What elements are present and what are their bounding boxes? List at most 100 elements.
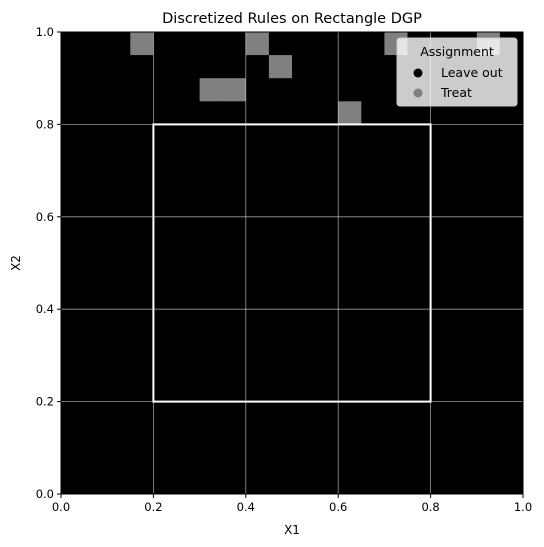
cell-leave-out [199,309,224,333]
cell-leave-out [384,101,408,125]
x-axis-label: X1 [284,523,300,537]
cell-leave-out [61,401,85,426]
cell-leave-out [268,286,293,310]
cell-leave-out [453,378,478,402]
cell-leave-out [130,355,154,379]
cell-leave-out [245,193,270,218]
cell-leave-out [222,332,247,356]
cell-leave-out [453,101,478,125]
cell-leave-out [499,286,524,310]
cell-treat [338,101,362,125]
cell-leave-out [176,470,200,495]
cell-leave-out [407,355,431,379]
cell-leave-out [361,378,385,402]
cell-leave-out [407,170,431,195]
cell-leave-out [430,147,455,171]
cell-leave-out [315,355,339,379]
cell-leave-out [407,101,431,125]
cell-leave-out [476,170,501,195]
cell-leave-out [361,447,385,472]
y-tick-label: 0.4 [36,302,54,316]
cell-leave-out [176,263,200,287]
cell-leave-out [292,216,316,241]
cell-leave-out [338,147,362,171]
cell-leave-out [222,32,247,56]
y-tick-label: 0.2 [36,395,54,409]
cell-leave-out [130,55,154,79]
cell-leave-out [61,447,85,472]
cell-leave-out [430,401,455,426]
cell-leave-out [499,470,524,495]
cell-leave-out [430,124,455,148]
cell-leave-out [499,424,524,449]
cell-leave-out [268,332,293,356]
cell-leave-out [199,286,224,310]
cell-leave-out [153,32,177,56]
cell-leave-out [407,239,431,264]
cell-leave-out [268,470,293,495]
cell-leave-out [199,378,224,402]
cell-leave-out [245,101,270,125]
cell-leave-out [430,424,455,449]
cell-leave-out [222,424,247,449]
cell-leave-out [361,470,385,495]
cell-leave-out [361,239,385,264]
cell-leave-out [153,124,177,148]
cell-leave-out [499,124,524,148]
cell-leave-out [61,424,85,449]
cell-leave-out [338,55,362,79]
cell-leave-out [361,147,385,171]
cell-leave-out [153,424,177,449]
cell-leave-out [476,263,501,287]
cell-leave-out [245,332,270,356]
cell-leave-out [338,447,362,472]
cell-leave-out [153,470,177,495]
cell-leave-out [499,447,524,472]
cell-leave-out [361,55,385,79]
cell-leave-out [84,401,108,426]
cell-leave-out [338,470,362,495]
cell-leave-out [84,286,108,310]
cell-leave-out [107,355,131,379]
cell-leave-out [176,101,200,125]
cell-leave-out [130,401,154,426]
cell-leave-out [61,239,85,264]
cell-leave-out [84,239,108,264]
x-tick-label: 0.2 [144,500,162,514]
cell-leave-out [84,216,108,241]
cell-leave-out [130,263,154,287]
cell-leave-out [338,309,362,333]
cell-leave-out [292,286,316,310]
cell-leave-out [268,170,293,195]
cell-leave-out [176,286,200,310]
legend-title: Assignment [420,44,494,59]
cell-leave-out [107,239,131,264]
cell-leave-out [199,55,224,79]
cell-leave-out [453,286,478,310]
cell-leave-out [107,263,131,287]
cell-leave-out [222,216,247,241]
cell-leave-out [222,378,247,402]
x-tick-label: 0.8 [421,500,439,514]
cell-leave-out [245,124,270,148]
cell-leave-out [153,170,177,195]
cell-leave-out [199,263,224,287]
cell-leave-out [153,332,177,356]
cell-leave-out [107,470,131,495]
cell-leave-out [292,470,316,495]
cell-leave-out [84,309,108,333]
cell-leave-out [130,239,154,264]
cell-leave-out [430,378,455,402]
cell-leave-out [430,216,455,241]
cell-leave-out [476,147,501,171]
cell-leave-out [153,286,177,310]
cell-leave-out [338,378,362,402]
cell-leave-out [453,470,478,495]
cell-treat [245,32,270,56]
cell-leave-out [476,424,501,449]
cell-leave-out [245,447,270,472]
cell-leave-out [130,101,154,125]
cell-leave-out [130,124,154,148]
cell-leave-out [499,332,524,356]
cell-leave-out [222,263,247,287]
